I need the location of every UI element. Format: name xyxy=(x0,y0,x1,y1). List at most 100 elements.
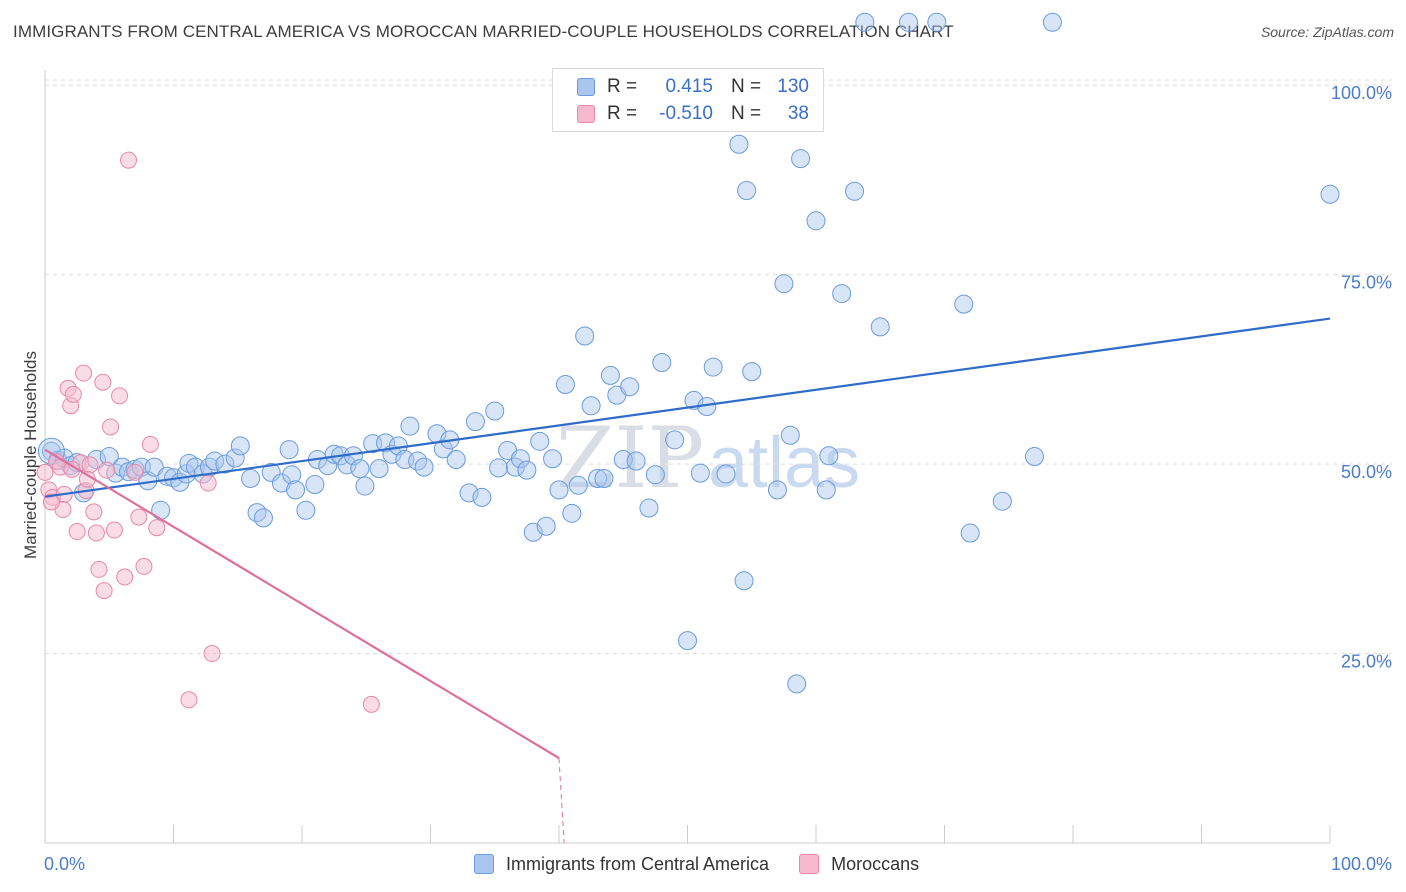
data-point-central-america xyxy=(678,631,697,651)
data-point-moroccans xyxy=(120,151,138,169)
data-point-moroccans xyxy=(85,503,103,521)
data-point-moroccans xyxy=(148,519,166,537)
data-point-moroccans xyxy=(116,568,134,586)
data-point-moroccans xyxy=(135,557,153,575)
legend-row-central-america: R = 0.415 N = 130 xyxy=(577,74,809,100)
data-point-central-america xyxy=(690,463,710,483)
data-point-moroccans xyxy=(126,463,144,481)
data-point-central-america xyxy=(870,317,890,337)
data-point-central-america xyxy=(472,487,492,507)
data-point-central-america xyxy=(684,390,704,410)
series-central-america-points xyxy=(37,12,1340,694)
trend-lines xyxy=(44,317,1331,844)
data-point-central-america xyxy=(459,483,479,503)
data-point-central-america xyxy=(549,480,569,500)
data-point-central-america xyxy=(791,149,811,169)
y-axis-label: Married-couple Households xyxy=(21,351,40,559)
data-point-moroccans xyxy=(130,508,148,526)
data-point-central-america xyxy=(806,211,826,231)
data-point-central-america xyxy=(774,274,794,294)
data-point-central-america xyxy=(215,454,235,474)
data-point-central-america xyxy=(899,12,919,32)
data-point-central-america xyxy=(225,448,245,468)
data-point-central-america xyxy=(279,440,299,460)
data-point-central-america xyxy=(369,459,389,479)
data-point-central-america xyxy=(241,468,261,488)
data-point-central-america xyxy=(780,425,800,445)
data-point-central-america xyxy=(530,431,550,451)
data-point-central-america xyxy=(620,377,640,397)
data-point-central-america xyxy=(523,522,543,542)
data-point-moroccans xyxy=(95,582,113,600)
data-point-central-america xyxy=(543,449,563,469)
data-point-moroccans xyxy=(68,523,86,541)
data-point-central-america xyxy=(665,430,685,450)
x-tick-label: 0.0% xyxy=(44,854,85,874)
data-point-central-america xyxy=(819,446,839,466)
data-point-central-america xyxy=(324,444,344,464)
data-point-moroccans xyxy=(90,560,108,578)
data-point-moroccans xyxy=(203,645,221,663)
data-point-central-america xyxy=(144,457,164,477)
data-point-central-america xyxy=(737,180,757,200)
data-point-moroccans xyxy=(98,461,116,479)
data-point-central-america xyxy=(600,365,620,385)
data-point-central-america xyxy=(992,491,1012,511)
data-point-central-america xyxy=(151,500,171,520)
data-point-moroccans xyxy=(42,493,60,511)
r-value: 0.415 xyxy=(665,76,713,97)
data-point-central-america xyxy=(1320,184,1340,204)
r-value: -0.510 xyxy=(659,103,713,124)
watermark: ZIP atlas xyxy=(556,409,860,507)
data-point-central-america xyxy=(1042,12,1062,32)
correlation-legend: R = 0.415 N = 130 R = -0.510 N = 38 xyxy=(552,68,824,132)
data-point-central-america xyxy=(247,503,267,523)
data-point-central-america xyxy=(485,401,505,421)
data-point-central-america xyxy=(816,480,836,500)
legend-row-moroccans: R = -0.510 N = 38 xyxy=(577,101,809,127)
legend-swatch-central-america xyxy=(474,854,494,874)
x-tick-labels: 0.0% 100.0% xyxy=(44,854,1392,874)
data-point-central-america xyxy=(400,416,420,436)
data-point-moroccans xyxy=(199,474,217,492)
legend-swatch-moroccans xyxy=(799,854,820,874)
data-point-central-america xyxy=(645,465,665,485)
data-point-central-america xyxy=(716,464,736,484)
data-point-central-america xyxy=(960,523,980,543)
data-point-central-america xyxy=(1024,447,1044,466)
data-point-central-america xyxy=(555,375,575,395)
data-point-central-america xyxy=(626,451,646,471)
n-label: N = xyxy=(731,103,762,124)
data-point-central-america xyxy=(355,476,375,496)
data-point-moroccans xyxy=(111,387,129,405)
data-point-central-america xyxy=(376,433,396,453)
trend-line-central-america xyxy=(44,317,1331,498)
data-point-central-america xyxy=(230,436,250,456)
source-label: Source: ZipAtlas.com xyxy=(1260,24,1394,40)
y-tick-label: 100.0% xyxy=(1331,83,1392,103)
trend-line-moroccans xyxy=(44,448,560,760)
data-point-central-america xyxy=(414,457,434,477)
data-point-central-america xyxy=(350,459,370,479)
x-tick-label: 100.0% xyxy=(1331,854,1392,874)
y-tick-label: 50.0% xyxy=(1341,462,1392,482)
data-point-central-america xyxy=(729,134,749,154)
data-point-central-america xyxy=(767,480,787,500)
legend-swatch-moroccans xyxy=(577,105,595,123)
data-point-central-america xyxy=(927,12,947,32)
trend-line-moroccans-extension xyxy=(558,758,565,844)
data-point-central-america xyxy=(652,353,672,373)
data-point-central-america xyxy=(742,362,762,382)
data-point-moroccans xyxy=(64,385,82,403)
legend-label-moroccans: Moroccans xyxy=(831,853,920,874)
data-point-central-america xyxy=(639,498,659,518)
data-point-central-america xyxy=(562,503,582,523)
data-point-moroccans xyxy=(94,373,112,391)
data-point-moroccans xyxy=(141,435,159,453)
data-point-moroccans xyxy=(180,691,198,709)
data-point-central-america xyxy=(588,468,608,488)
data-point-moroccans xyxy=(102,418,120,436)
legend-label-central-america: Immigrants from Central America xyxy=(506,853,770,874)
axes xyxy=(44,70,1331,844)
